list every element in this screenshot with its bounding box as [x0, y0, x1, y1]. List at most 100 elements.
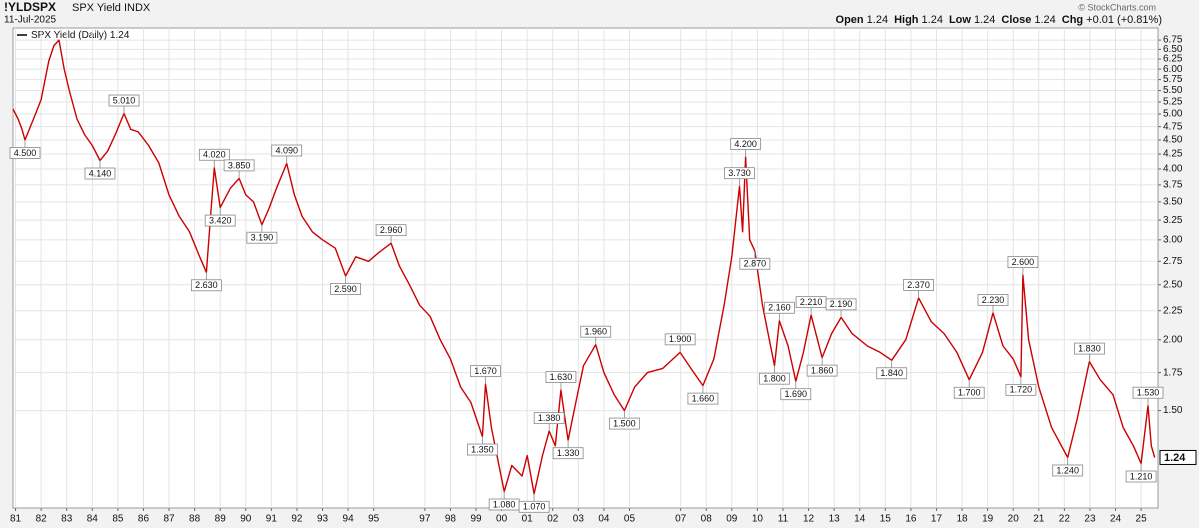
annotation-label: 4.500: [14, 148, 37, 158]
annotation-label: 4.020: [203, 150, 226, 160]
annotation-label: 1.530: [1137, 388, 1160, 398]
annotation-label: 1.860: [811, 365, 834, 375]
annotation-label: 5.010: [113, 95, 136, 105]
last-value-label: 1.24: [1164, 452, 1186, 464]
y-tick-label: 2.00: [1163, 334, 1183, 345]
annotation-label: 2.960: [380, 225, 403, 235]
instrument-name: SPX Yield INDX: [72, 2, 151, 14]
annotation-box: [375, 224, 407, 237]
y-tick-label: 2.50: [1163, 279, 1183, 290]
annotation-label: 2.870: [744, 259, 767, 269]
quote-label: Close: [1001, 14, 1031, 26]
annotation-label: 1.210: [1130, 471, 1153, 481]
y-tick-label: 5.50: [1163, 85, 1183, 96]
annotation-label: 3.730: [728, 168, 751, 178]
annotation-box: [1007, 256, 1039, 268]
annotation-box: [552, 447, 584, 460]
x-tick-label: 98: [445, 514, 457, 525]
annotation-label: 3.190: [251, 233, 274, 243]
annotation-label: 1.080: [493, 499, 516, 509]
annotation-label: 1.700: [958, 388, 981, 398]
annotation-label: 4.090: [275, 145, 298, 155]
x-tick-label: 82: [36, 514, 48, 525]
annotation-label: 4.140: [89, 168, 112, 178]
annotation-label: 1.380: [538, 413, 561, 423]
quote-value: +0.01 (+0.81%): [1086, 14, 1162, 26]
x-tick-label: 15: [880, 514, 892, 525]
y-tick-label: 4.50: [1163, 135, 1183, 146]
annotation-box: [518, 500, 550, 513]
x-tick-label: 86: [138, 514, 150, 525]
quote-value: 1.24: [867, 14, 888, 26]
x-tick-label: 97: [419, 514, 431, 525]
annotation-label: 1.720: [1010, 385, 1033, 395]
annotation-box: [780, 388, 812, 401]
x-tick-label: 83: [61, 514, 73, 525]
date: 11-Jul-2025: [4, 15, 57, 26]
annotation-label: 1.500: [613, 418, 636, 428]
annotation-box: [84, 167, 116, 180]
y-tick-label: 3.50: [1163, 197, 1183, 208]
x-tick-label: 09: [726, 514, 738, 525]
x-tick-label: 07: [675, 514, 687, 525]
annotation-box: [876, 367, 908, 380]
y-tick-label: 3.25: [1163, 215, 1183, 226]
y-tick-label: 4.25: [1163, 149, 1183, 160]
annotation-label: 1.070: [523, 502, 546, 512]
x-tick-label: 02: [547, 514, 559, 525]
annotation-box: [608, 417, 640, 430]
annotation-box: [806, 364, 838, 377]
x-tick-label: 12: [803, 514, 815, 525]
y-tick-label: 1.75: [1163, 367, 1183, 378]
annotation-label: 1.660: [692, 393, 715, 403]
annotation-box: [246, 231, 278, 244]
annotation-box: [545, 371, 577, 384]
annotation-label: 2.190: [830, 299, 853, 309]
x-tick-label: 85: [112, 514, 124, 525]
annotation-label: 2.230: [982, 295, 1005, 305]
quote-label: High: [894, 14, 919, 26]
annotation-box: [533, 412, 565, 425]
annotation-box: [825, 298, 857, 311]
annotation-label: 1.670: [474, 366, 497, 376]
plot-area: [12, 27, 1159, 509]
annotation-box: [470, 365, 501, 378]
y-tick-label: 3.75: [1163, 180, 1183, 191]
annotation-box: [190, 279, 222, 292]
annotation-label: 1.960: [584, 327, 607, 337]
y-tick-label: 6.25: [1163, 54, 1183, 65]
x-tick-label: 18: [956, 514, 968, 525]
annotation-box: [467, 443, 498, 456]
annotation-box: [198, 148, 230, 161]
x-tick-label: 17: [931, 514, 943, 525]
annotation-box: [1125, 470, 1157, 483]
y-tick-label: 1.50: [1163, 405, 1183, 416]
annotation-box: [903, 279, 934, 291]
y-tick-label: 5.75: [1163, 74, 1183, 85]
quote-value: 1.24: [974, 14, 995, 26]
x-tick-label: 91: [266, 514, 278, 525]
quote-label: Open: [836, 14, 864, 26]
copyright: © StockCharts.com: [1078, 2, 1156, 12]
annotation-label: 1.350: [471, 444, 494, 454]
y-tick-label: 2.25: [1163, 305, 1183, 316]
x-tick-label: 21: [1033, 514, 1045, 525]
annotation-box: [1132, 386, 1164, 399]
annotation-label: 3.420: [209, 215, 232, 225]
x-tick-label: 89: [215, 514, 227, 525]
x-tick-label: 10: [752, 514, 764, 525]
x-tick-label: 19: [982, 514, 994, 525]
annotation-box: [204, 214, 236, 227]
x-tick-label: 90: [240, 514, 252, 525]
x-tick-label: 93: [317, 514, 329, 525]
x-tick-label: 03: [573, 514, 585, 525]
annotation-label: 1.840: [880, 368, 903, 378]
x-tick-label: 84: [87, 514, 99, 525]
y-tick-label: 4.75: [1163, 121, 1183, 132]
x-tick-label: 22: [1059, 514, 1071, 525]
annotation-label: 2.210: [800, 297, 823, 307]
x-tick-label: 05: [624, 514, 636, 525]
annotation-label: 4.200: [734, 139, 757, 149]
y-tick-label: 5.00: [1163, 109, 1183, 120]
